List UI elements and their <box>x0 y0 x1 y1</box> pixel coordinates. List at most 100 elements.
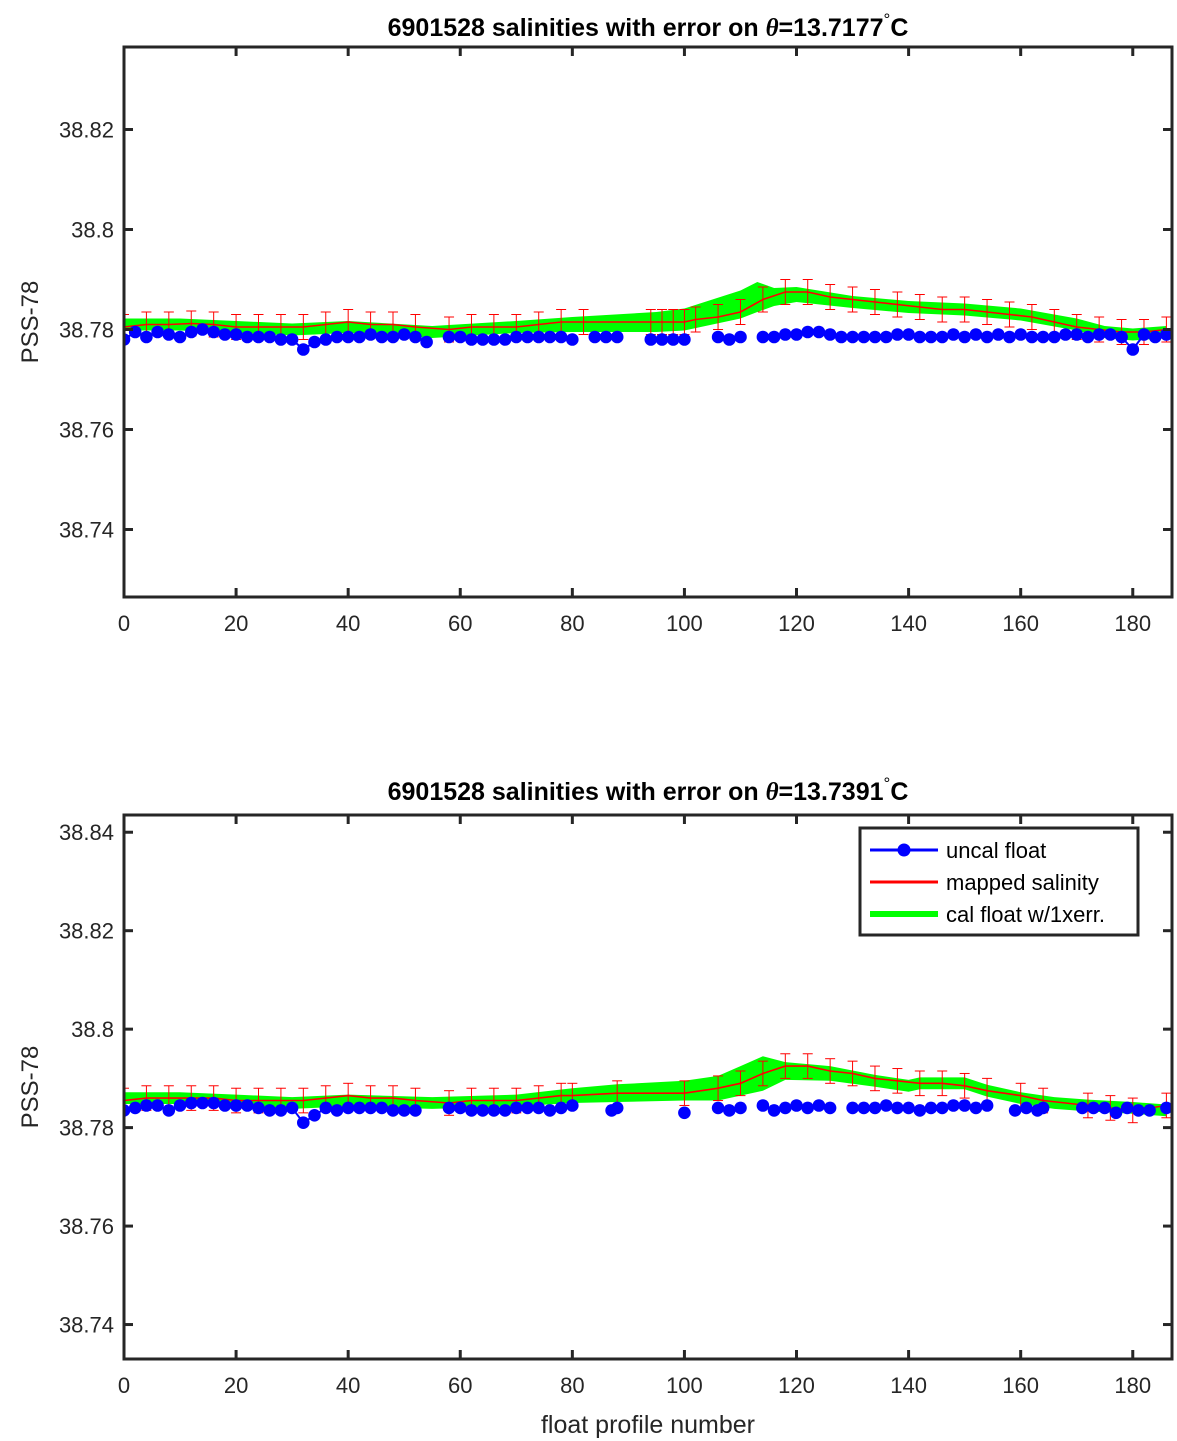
x-tick-label: 80 <box>560 611 584 636</box>
title-theta-symbol: θ <box>766 779 779 806</box>
data-point <box>1137 328 1151 341</box>
data-point <box>644 333 658 346</box>
data-point <box>566 333 579 346</box>
data-point <box>375 330 389 344</box>
x-tick-label: 160 <box>1002 1373 1039 1398</box>
axes-frame <box>122 45 1174 599</box>
y-tick-label: 38.82 <box>59 118 114 143</box>
data-point <box>476 1104 490 1117</box>
data-point <box>835 330 848 344</box>
data-point <box>308 335 321 349</box>
title-text: 6901528 salinities with error on <box>388 14 766 42</box>
data-point <box>734 330 747 344</box>
data-point <box>207 325 220 339</box>
data-point <box>173 330 187 344</box>
data-point <box>812 325 826 339</box>
data-point <box>958 330 971 344</box>
data-point <box>1070 328 1083 341</box>
data-point <box>454 1101 467 1115</box>
data-point <box>498 333 512 346</box>
data-point <box>554 330 568 344</box>
x-tick-label: 20 <box>224 611 248 636</box>
data-point <box>297 343 310 356</box>
data-point <box>521 330 534 344</box>
data-point <box>353 330 366 344</box>
data-point <box>330 330 344 344</box>
title-degree: ° <box>884 774 891 793</box>
data-point <box>341 1101 355 1115</box>
legend: uncal float mapped salinity cal float w/1x… <box>858 826 1140 937</box>
data-point <box>599 330 613 344</box>
data-point <box>879 330 893 344</box>
data-point <box>767 330 781 344</box>
data-point <box>1036 1101 1050 1115</box>
data-point <box>229 1099 243 1112</box>
x-tick-label: 0 <box>118 611 130 636</box>
data-point <box>980 1099 994 1112</box>
data-point <box>510 330 523 344</box>
data-point <box>790 328 803 341</box>
data-point <box>543 330 557 344</box>
data-point <box>992 328 1005 341</box>
data-point <box>185 1096 198 1110</box>
data-point <box>397 328 411 341</box>
data-point <box>678 1106 691 1120</box>
data-point <box>610 1101 624 1115</box>
data-point <box>1036 330 1050 344</box>
data-point <box>487 1104 501 1117</box>
data-point <box>935 330 949 344</box>
x-tick-label: 60 <box>448 611 472 636</box>
x-tick-label: 120 <box>778 1373 815 1398</box>
chart-panel-bottom: 0 20 40 60 80 100 120 140 160 180 38.74 38.76 38.78 3… <box>17 774 1174 1439</box>
data-point <box>779 328 792 341</box>
data-point <box>285 333 299 346</box>
y-tick-label: 38.74 <box>59 518 114 543</box>
data-point <box>857 330 871 344</box>
data-point <box>935 1101 949 1115</box>
data-point <box>566 1099 579 1112</box>
data-point <box>1109 1106 1123 1120</box>
x-tick-label: 120 <box>778 611 815 636</box>
data-point <box>454 330 467 344</box>
title-theta-symbol: θ <box>766 15 779 42</box>
y-tick-label: 38.74 <box>59 1313 114 1338</box>
data-point <box>532 330 545 344</box>
data-point <box>386 1104 400 1117</box>
data-point <box>465 333 478 346</box>
data-point <box>812 1099 826 1112</box>
data-point <box>487 333 501 346</box>
x-tick-label: 40 <box>336 611 360 636</box>
data-point <box>790 1099 803 1112</box>
data-point <box>734 1101 747 1115</box>
y-tick-label: 38.78 <box>59 318 114 343</box>
data-point <box>1104 328 1117 341</box>
uncal-float-markers <box>124 323 1172 356</box>
series-cal-float-band <box>124 1056 1167 1117</box>
data-point <box>252 1101 265 1115</box>
chart-panel-top: 0 20 40 60 80 100 120 140 160 180 38.74 38.76 38.78 3… <box>17 10 1174 636</box>
data-point <box>1014 328 1027 341</box>
legend-entry-cal-float: cal float w/1xerr. <box>870 902 1105 927</box>
y-tick-label: 38.8 <box>71 1017 114 1042</box>
y-tick-label: 38.82 <box>59 919 114 944</box>
x-tick-label: 60 <box>448 1373 472 1398</box>
data-point <box>756 1099 770 1112</box>
data-point <box>162 1104 176 1117</box>
data-point <box>252 330 265 344</box>
data-point <box>364 328 377 341</box>
x-tick-label: 140 <box>890 1373 927 1398</box>
chart-title: 6901528 salinities with error on θ=13.73… <box>388 774 909 806</box>
data-point <box>124 1104 131 1117</box>
data-point <box>151 1099 164 1112</box>
data-point <box>263 1104 277 1117</box>
data-point <box>711 330 725 344</box>
data-point <box>902 1101 915 1115</box>
data-point <box>229 328 243 341</box>
data-point <box>891 1101 904 1115</box>
data-point <box>319 333 333 346</box>
data-point <box>1020 1101 1033 1115</box>
data-point <box>969 328 983 341</box>
y-tick-label: 38.76 <box>59 1214 114 1239</box>
data-point <box>1160 1101 1172 1115</box>
data-point <box>779 1101 792 1115</box>
